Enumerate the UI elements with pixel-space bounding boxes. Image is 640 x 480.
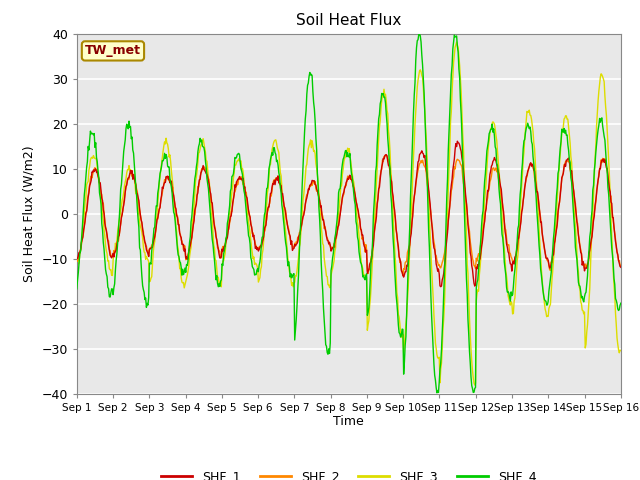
SHF_3 [73, 265, 81, 271]
SHF_1 [83, 208, 90, 214]
SHF_1 [139, 226, 147, 231]
Y-axis label: Soil Heat Flux (W/m2): Soil Heat Flux (W/m2) [23, 145, 36, 282]
SHF_2 [433, 253, 440, 259]
SHF_2 [617, 263, 625, 269]
SHF_4 [431, 377, 439, 383]
SHF_3 [415, 72, 422, 78]
Line: SHF_2: SHF_2 [77, 155, 621, 276]
SHF_3 [431, 324, 438, 330]
SHF_4 [416, 31, 424, 37]
SHF_2 [223, 237, 230, 243]
SHF_3 [83, 182, 90, 188]
SHF_3 [223, 233, 230, 239]
SHF_4 [194, 149, 202, 155]
SHF_3 [194, 160, 202, 166]
SHF_3 [139, 235, 147, 241]
Line: SHF_1: SHF_1 [77, 141, 621, 287]
SHF_4 [433, 390, 441, 396]
SHF_3 [452, 39, 460, 45]
SHF_1 [454, 138, 461, 144]
SHF_2 [139, 227, 147, 233]
SHF_4 [73, 286, 81, 292]
SHF_1 [431, 247, 438, 252]
SHF_4 [139, 283, 147, 288]
SHF_4 [415, 32, 422, 37]
SHF_2 [417, 160, 424, 166]
Text: TW_met: TW_met [85, 44, 141, 58]
Legend: SHF_1, SHF_2, SHF_3, SHF_4: SHF_1, SHF_2, SHF_3, SHF_4 [156, 465, 541, 480]
SHF_1 [617, 264, 625, 270]
SHF_1 [415, 158, 422, 164]
SHF_4 [83, 165, 90, 170]
X-axis label: Time: Time [333, 415, 364, 429]
SHF_2 [399, 273, 407, 278]
SHF_4 [223, 234, 230, 240]
SHF_1 [194, 190, 202, 196]
SHF_3 [471, 382, 479, 388]
SHF_1 [73, 255, 81, 261]
SHF_1 [437, 284, 445, 289]
Line: SHF_4: SHF_4 [77, 34, 621, 393]
SHF_1 [223, 236, 230, 242]
SHF_4 [617, 300, 625, 306]
SHF_2 [83, 208, 90, 214]
Title: Soil Heat Flux: Soil Heat Flux [296, 13, 401, 28]
SHF_3 [617, 348, 625, 353]
SHF_2 [73, 255, 81, 261]
SHF_2 [194, 184, 202, 190]
SHF_2 [383, 152, 390, 158]
Line: SHF_3: SHF_3 [77, 42, 621, 385]
